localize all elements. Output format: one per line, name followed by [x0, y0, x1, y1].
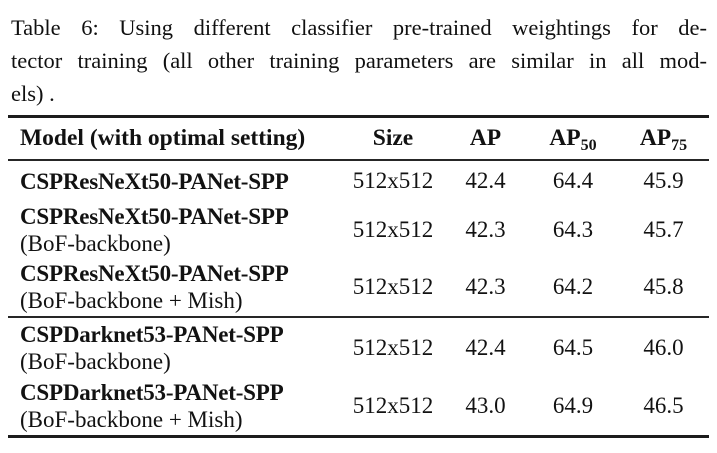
model-name: CSPResNeXt50-PANet-SPP: [20, 168, 289, 194]
table-row: CSPResNeXt50-PANet-SPP (BoF-backbone) 51…: [8, 201, 709, 258]
col-header-size: Size: [372, 125, 414, 151]
ap75-cell: 45.9: [643, 168, 684, 193]
table-top-rule: [8, 115, 709, 118]
ap75-cell: 45.7: [643, 216, 684, 242]
table-row: CSPResNeXt50-PANet-SPP 512x512 42.4 64.4…: [8, 161, 709, 201]
model-cell: CSPResNeXt50-PANet-SPP: [8, 168, 343, 195]
size-cell: 512x512: [352, 334, 434, 360]
ap50-cell: 64.3: [552, 216, 594, 242]
model-variant: (BoF-backbone + Mish): [20, 407, 243, 432]
table-row: CSPResNeXt50-PANet-SPP (BoF-backbone + M…: [8, 258, 709, 316]
header-bottom-rule: [8, 159, 709, 161]
model-variant: (BoF-backbone + Mish): [20, 288, 243, 313]
size-cell: 512x512: [352, 168, 434, 193]
ap-cell: 42.4: [465, 334, 506, 360]
model-name: CSPResNeXt50-PANet-SPP: [20, 261, 289, 286]
model-name: CSPDarknet53-PANet-SPP: [20, 380, 284, 405]
ap-cell: 42.4: [465, 168, 506, 193]
ap-cell: 42.3: [465, 274, 506, 299]
col-header-model: Model (with optimal setting): [20, 125, 306, 151]
ap75-cell: 45.8: [643, 274, 684, 299]
model-variant: (BoF-backbone): [20, 348, 171, 374]
ap50-cell: 64.9: [552, 393, 594, 418]
model-cell: CSPDarknet53-PANet-SPP (BoF-backbone): [8, 321, 343, 375]
ap75-base: AP: [639, 125, 672, 151]
ap75-subscript: 75: [671, 137, 688, 154]
size-cell: 512x512: [352, 393, 434, 418]
ap75-cell: 46.0: [643, 334, 684, 360]
table-bottom-rule: [8, 435, 709, 438]
ap75-cell: 46.5: [643, 393, 684, 418]
size-cell: 512x512: [352, 216, 434, 242]
caption-line-3: els) .: [11, 81, 55, 106]
model-cell: CSPResNeXt50-PANet-SPP (BoF-backbone + M…: [8, 260, 343, 314]
col-header-ap: AP: [469, 125, 502, 151]
model-cell: CSPResNeXt50-PANet-SPP (BoF-backbone): [8, 203, 343, 257]
model-cell: CSPDarknet53-PANet-SPP (BoF-backbone + M…: [8, 379, 343, 433]
ap50-base: AP: [549, 125, 581, 151]
ap50-cell: 64.5: [552, 334, 594, 360]
table-row: CSPDarknet53-PANet-SPP (BoF-backbone) 51…: [8, 318, 709, 377]
ap50-subscript: 50: [580, 137, 597, 154]
results-table: Model (with optimal setting) Size AP AP5…: [8, 115, 709, 438]
ap-cell: 42.3: [465, 216, 506, 242]
table-row: CSPDarknet53-PANet-SPP (BoF-backbone + M…: [8, 377, 709, 435]
ap50-cell: 64.2: [552, 274, 594, 299]
ap-cell: 43.0: [465, 393, 506, 418]
size-cell: 512x512: [352, 274, 434, 299]
col-header-ap50: AP50: [528, 125, 618, 154]
model-variant: (BoF-backbone): [20, 230, 171, 256]
mid-table-rule: [8, 316, 709, 318]
model-name: CSPResNeXt50-PANet-SPP: [20, 203, 289, 229]
col-header-ap75: AP75: [618, 125, 709, 154]
caption-line-2: tector training (all other training para…: [11, 48, 707, 73]
table-caption: Table 6: Using different classifier pre-…: [0, 0, 717, 110]
ap50-cell: 64.4: [552, 168, 594, 193]
table-header-row: Model (with optimal setting) Size AP AP5…: [8, 118, 709, 159]
model-name: CSPDarknet53-PANet-SPP: [20, 321, 284, 347]
caption-line-1: Table 6: Using different classifier pre-…: [11, 15, 707, 40]
